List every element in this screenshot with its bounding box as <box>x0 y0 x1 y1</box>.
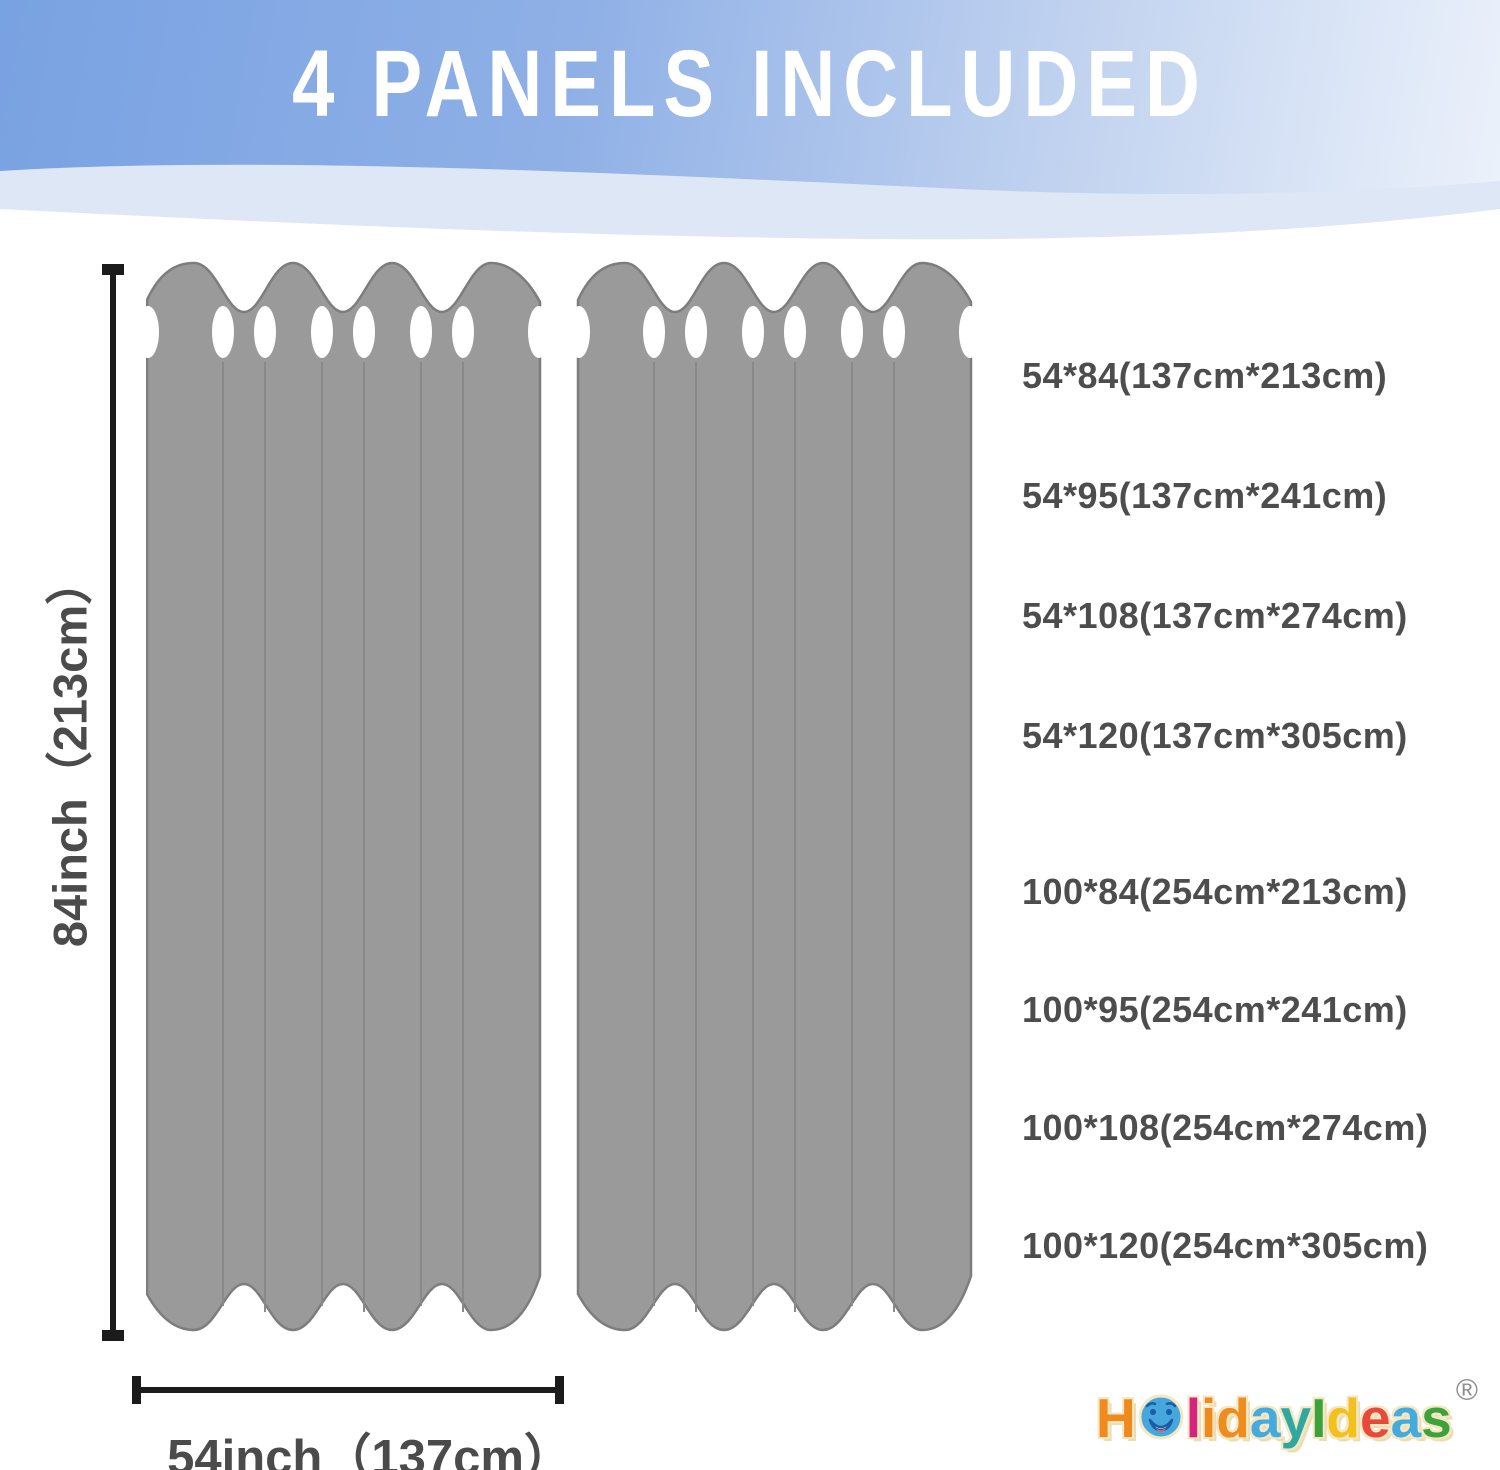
logo-letter: s <box>1421 1387 1452 1449</box>
logo-letter: d <box>1326 1387 1360 1449</box>
height-dimension-label: 84inch（213cm） <box>43 557 97 948</box>
logo-letter: H <box>1096 1387 1136 1449</box>
width-dimension-label: 54inch（137cm） <box>167 1431 573 1470</box>
width-dimension-line <box>132 1376 564 1404</box>
wave-white <box>0 209 1500 245</box>
smiley-face-icon <box>1137 1390 1185 1440</box>
size-option: 100*95(254cm*241cm) <box>1022 989 1408 1030</box>
curtain-panel-right <box>566 261 976 1332</box>
size-option: 100*120(254cm*305cm) <box>1022 1225 1429 1266</box>
header-wave-decoration <box>0 164 1500 245</box>
registered-trademark-icon: ® <box>1455 1374 1478 1407</box>
logo-letter: l <box>1185 1387 1202 1449</box>
banner-title: 4 PANELS INCLUDED <box>292 31 1208 137</box>
logo-letter: I <box>1311 1387 1327 1449</box>
logo-letter: a <box>1390 1387 1422 1449</box>
logo-letter: e <box>1359 1387 1391 1449</box>
logo-letter: a <box>1249 1387 1281 1449</box>
logo-letter: i <box>1201 1387 1217 1449</box>
height-dimension-line <box>102 264 124 1341</box>
size-option: 54*84(137cm*213cm) <box>1022 355 1388 396</box>
logo-letter: y <box>1280 1387 1312 1449</box>
logo-letter: d <box>1216 1387 1250 1449</box>
curtain-panel-left <box>146 261 552 1332</box>
wave-band <box>0 164 1500 245</box>
size-option: 54*108(137cm*274cm) <box>1022 595 1408 636</box>
size-option: 54*95(137cm*241cm) <box>1022 475 1388 516</box>
header-banner: 4 PANELS INCLUDED <box>0 0 1500 245</box>
size-option: 100*108(254cm*274cm) <box>1022 1107 1429 1148</box>
size-option: 100*84(254cm*213cm) <box>1022 871 1408 912</box>
curtain-panels-illustration <box>146 261 976 1332</box>
size-option: 54*120(137cm*305cm) <box>1022 715 1408 756</box>
